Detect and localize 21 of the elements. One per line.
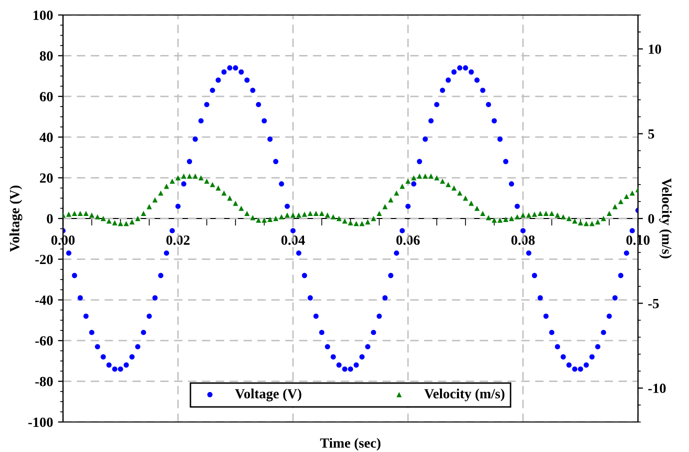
- y2-tick-label: 5: [648, 129, 654, 139]
- y-tick-label: 20: [40, 173, 53, 183]
- y2-axis-title: Velocity (m/s): [659, 178, 672, 258]
- y-tick-label: 80: [40, 51, 53, 61]
- y-tick-label: 0: [46, 214, 53, 224]
- y-tick-label: 40: [40, 132, 53, 142]
- y-tick-label: -80: [35, 376, 53, 386]
- legend-label: Voltage (V): [235, 388, 302, 402]
- x-axis-title: Time (sec): [320, 438, 380, 451]
- y-tick-label: -40: [35, 295, 53, 305]
- y2-tick-label: 10: [648, 44, 662, 54]
- y2-tick-label: -5: [648, 299, 659, 308]
- y-tick-label: 100: [34, 10, 53, 20]
- y-tick-label: 60: [40, 92, 53, 102]
- y-tick-label: -20: [35, 254, 53, 264]
- legend-label: Velocity (m/s): [424, 388, 504, 402]
- y-tick-label: -60: [35, 336, 53, 346]
- y2-tick-label: 0: [648, 214, 654, 224]
- y-tick-label: -100: [28, 418, 53, 427]
- y2-tick-label: -10: [648, 384, 666, 394]
- y-axis-title: Voltage (V): [10, 186, 22, 252]
